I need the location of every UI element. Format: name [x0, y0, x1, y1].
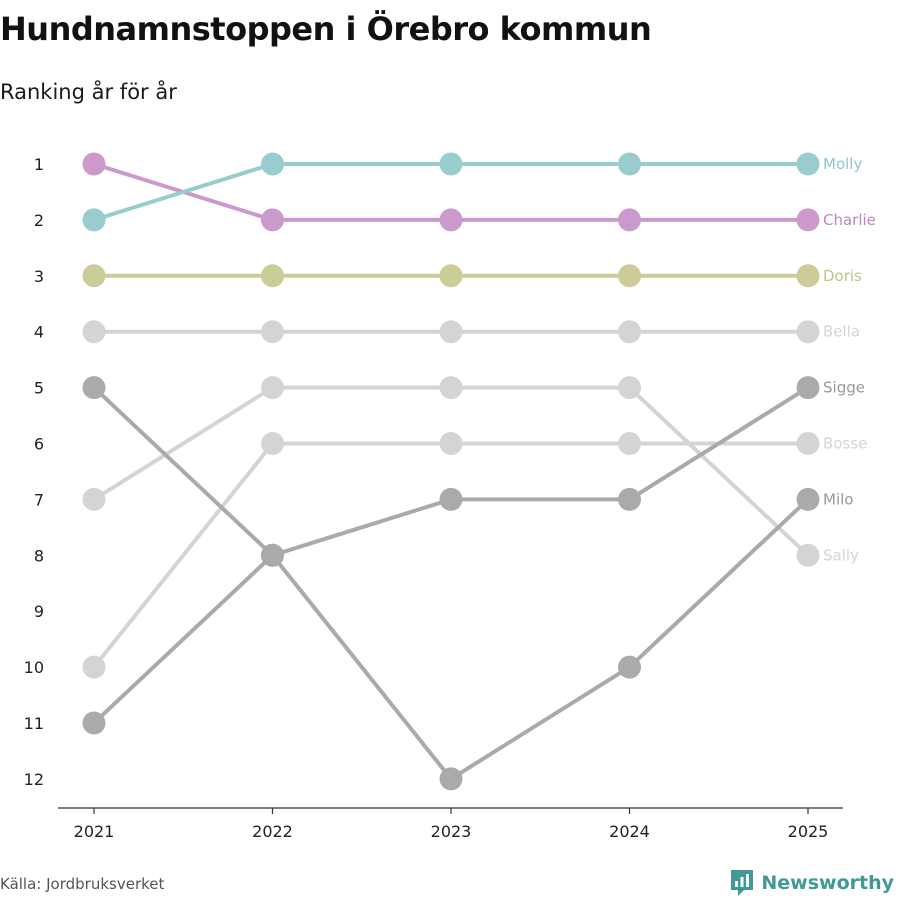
point-bosse-2022	[261, 432, 284, 455]
point-charlie-2021	[82, 152, 106, 176]
y-tick-label: 4	[34, 323, 44, 342]
y-tick-label: 11	[24, 714, 44, 733]
series-end-labels: Bella Bosse Sally Sigge Milo Doris Charlie Moll…	[823, 155, 876, 564]
point-sigge-2021	[82, 711, 106, 735]
point-doris-2021	[82, 264, 106, 288]
y-tick-label: 1	[34, 155, 44, 174]
point-molly-2022	[261, 152, 284, 176]
x-axis-ticks: 2021 2022 2023 2024 2025	[74, 808, 829, 841]
point-charlie-2024	[618, 208, 641, 232]
chart-subtitle: Ranking år för år	[0, 80, 177, 104]
x-tick-label: 2022	[252, 822, 293, 841]
point-sally-2023	[439, 376, 463, 400]
y-tick-label: 3	[34, 267, 44, 286]
point-molly-2023	[439, 152, 463, 176]
point-milo-2023	[439, 767, 463, 791]
point-doris-2023	[439, 264, 463, 288]
point-sigge-2023	[439, 487, 463, 511]
point-bosse-2024	[618, 432, 641, 455]
series-line-bosse	[92, 441, 810, 670]
y-tick-label: 9	[34, 602, 44, 621]
point-doris-2024	[618, 264, 641, 288]
series-label-sally: Sally	[823, 546, 859, 564]
y-tick-label: 2	[34, 211, 44, 230]
x-tick-label: 2021	[74, 822, 115, 841]
chart-title: Hundnamnstoppen i Örebro kommun	[0, 10, 652, 48]
point-molly-2025	[796, 152, 820, 176]
series-label-charlie: Charlie	[823, 211, 876, 229]
series-label-sigge: Sigge	[823, 379, 865, 397]
point-milo-2025	[796, 487, 820, 511]
y-tick-label: 6	[34, 435, 44, 454]
point-doris-2025	[796, 264, 820, 288]
point-sally-2022	[261, 376, 284, 400]
point-sigge-2024	[618, 487, 641, 511]
brand-name: Newsworthy	[761, 872, 894, 894]
point-sally-2024	[618, 376, 641, 400]
point-sigge-2025	[796, 376, 820, 400]
point-sally-2025	[796, 543, 820, 567]
point-molly-2021	[82, 208, 106, 232]
x-tick-label: 2023	[431, 822, 472, 841]
point-bella-2023	[439, 320, 463, 344]
point-milo-2021	[82, 376, 106, 400]
point-charlie-2025	[796, 208, 820, 232]
point-bella-2021	[82, 320, 106, 344]
point-sally-2021	[82, 487, 106, 511]
brand-logo[interactable]: Newsworthy	[729, 868, 894, 898]
series-label-bella: Bella	[823, 323, 860, 341]
point-bella-2022	[261, 320, 284, 344]
point-doris-2022	[261, 264, 284, 288]
y-tick-label: 5	[34, 379, 44, 398]
point-charlie-2022	[261, 208, 284, 232]
point-molly-2024	[618, 152, 641, 176]
point-bella-2025	[796, 320, 820, 344]
point-bosse-2025	[796, 432, 820, 455]
y-tick-label: 7	[34, 490, 44, 509]
newsworthy-logo-icon	[731, 870, 754, 896]
point-bella-2024	[618, 320, 641, 344]
series-lines	[92, 162, 810, 781]
y-tick-label: 8	[34, 546, 44, 565]
point-charlie-2023	[439, 208, 463, 232]
series-label-molly: Molly	[823, 155, 862, 173]
point-milo-2024	[618, 655, 641, 679]
point-bosse-2021	[82, 655, 106, 679]
y-tick-label: 12	[24, 770, 44, 789]
series-label-milo: Milo	[823, 490, 853, 508]
x-tick-label: 2025	[788, 822, 829, 841]
series-points	[82, 152, 820, 791]
series-label-doris: Doris	[823, 267, 862, 285]
source-note: Källa: Jordbruksverket	[0, 875, 165, 893]
y-tick-label: 10	[24, 658, 44, 677]
point-milo-2022	[261, 543, 284, 567]
x-tick-label: 2024	[609, 822, 650, 841]
point-bosse-2023	[439, 432, 463, 455]
series-label-bosse: Bosse	[823, 435, 867, 453]
